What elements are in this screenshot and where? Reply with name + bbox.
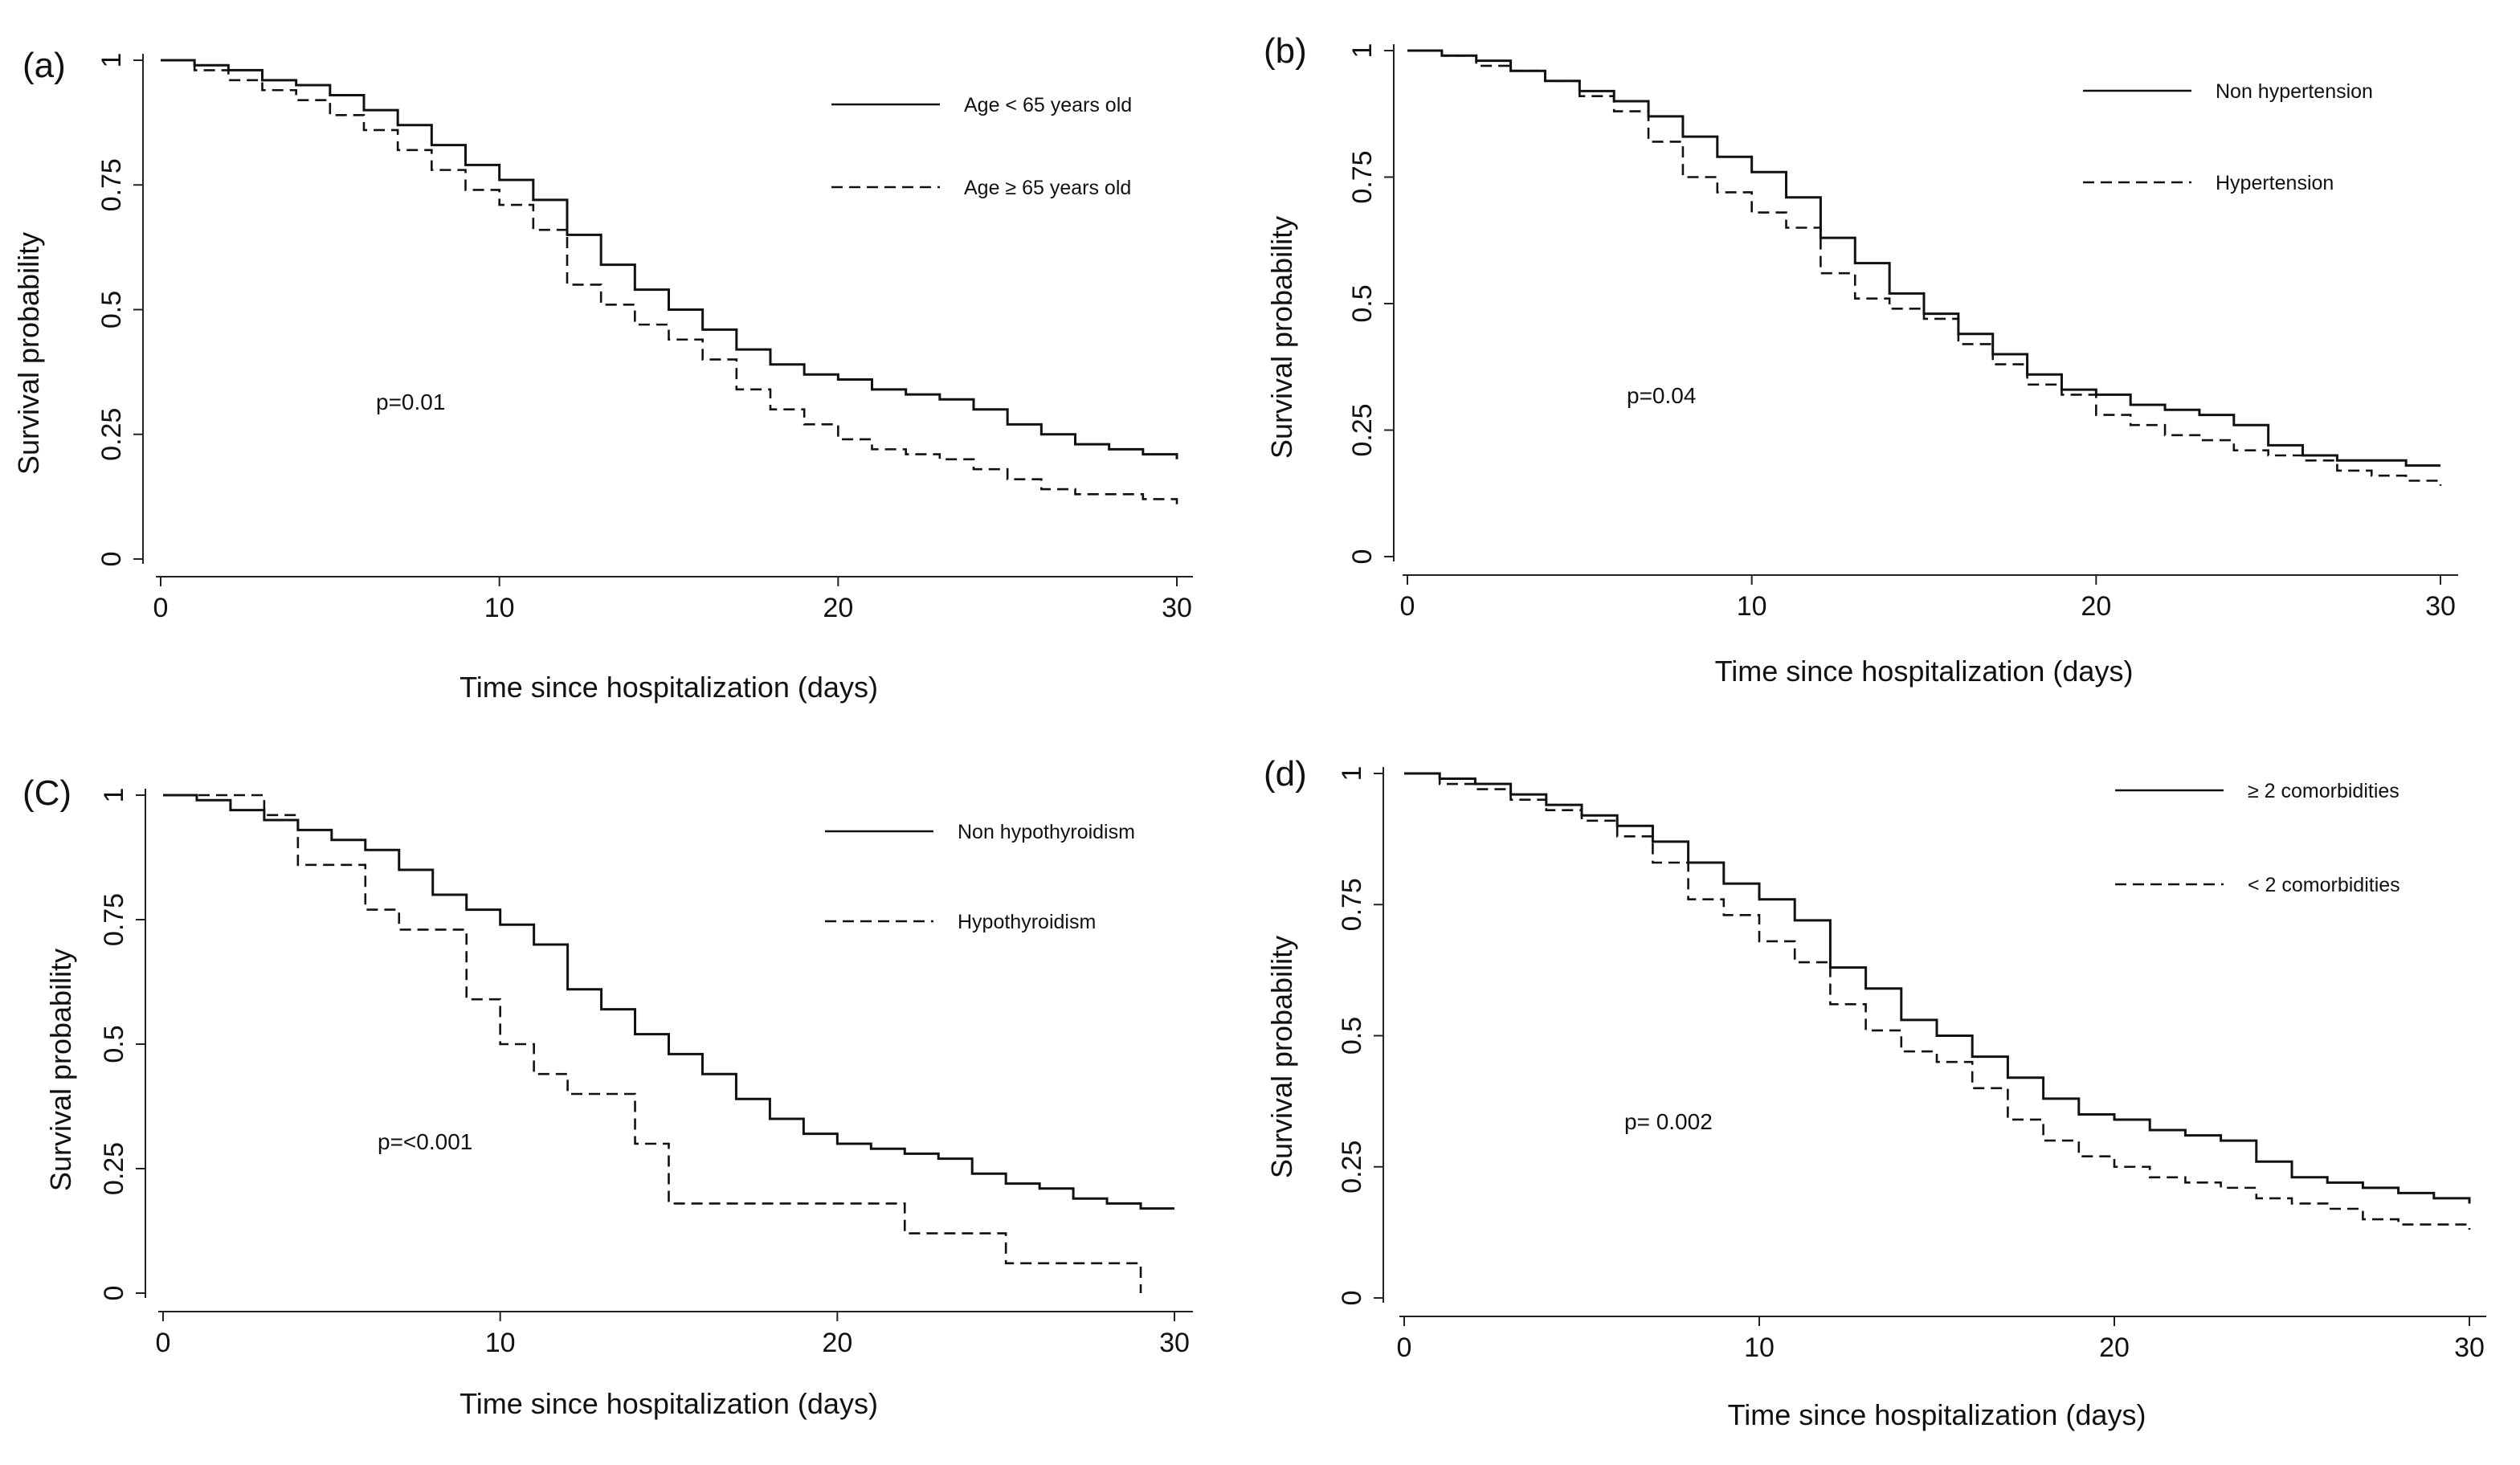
- survival-curve-solid: [163, 794, 1174, 1210]
- survival-curve-solid: [1407, 49, 2440, 467]
- y-tick-label: 0.25: [99, 1142, 129, 1195]
- y-tick-label: 0: [1337, 1291, 1367, 1306]
- y-axis-label: Survival probability: [44, 949, 77, 1191]
- x-tick-label: 30: [1162, 593, 1192, 623]
- legend-label: Non hypertension: [2216, 80, 2373, 103]
- panel-b: 0 0.25 0.5 0.75 1 0 10 20 30 Non hypertension Hype…: [1253, 0, 2520, 723]
- survival-curve-solid: [161, 59, 1178, 459]
- x-axis-label: Time since hospitalization (days): [1715, 655, 2134, 688]
- x-tick-label: 0: [156, 1328, 171, 1358]
- legend-label: < 2 comorbidities: [2248, 874, 2400, 896]
- y-tick-label: 0.75: [99, 893, 129, 946]
- x-tick-label: 20: [822, 1328, 852, 1358]
- y-tick-label: 0: [96, 552, 127, 567]
- x-tick-label: 10: [1744, 1332, 1775, 1363]
- legend-label: Age ≥ 65 years old: [964, 177, 1131, 199]
- panel-d: 0 0.25 0.5 0.75 1 0 10 20 30 ≥ 2 comorbidities < 2…: [1253, 732, 2520, 1465]
- x-tick-label: 30: [1159, 1328, 1190, 1358]
- x-tick-label: 20: [2099, 1332, 2130, 1363]
- y-tick-label: 0.25: [1347, 403, 1378, 456]
- y-tick-label: 0.25: [96, 408, 127, 461]
- panel-label: (d): [1264, 754, 1307, 794]
- y-tick-label: 0.75: [1337, 878, 1367, 931]
- y-tick-label: 0.5: [1337, 1017, 1367, 1055]
- y-tick-label: 0.25: [1337, 1141, 1367, 1194]
- p-value-annotation: p= 0.002: [1624, 1109, 1713, 1134]
- y-tick-label: 0: [1347, 549, 1378, 565]
- x-tick-label: 30: [2454, 1332, 2485, 1363]
- x-tick-label: 10: [1737, 591, 1767, 622]
- y-axis-label: Survival probability: [12, 232, 45, 475]
- panel-a: 0 0.25 0.5 0.75 1 0 10 20 30 Age < 65 years old Ag…: [0, 0, 1253, 723]
- y-tick-label: 1: [99, 788, 129, 803]
- x-axis-label: Time since hospitalization (days): [459, 1387, 878, 1420]
- panel-label: (b): [1264, 31, 1307, 71]
- legend-label: Age < 65 years old: [964, 94, 1132, 116]
- y-tick-label: 1: [1347, 43, 1378, 59]
- x-tick-label: 20: [823, 593, 853, 623]
- legend-label: Non hypothyroidism: [958, 821, 1135, 843]
- survival-curve-dashed: [161, 59, 1178, 504]
- panel-label: (C): [22, 773, 71, 813]
- survival-curve-dashed: [163, 794, 1142, 1293]
- x-tick-label: 20: [2081, 591, 2111, 622]
- y-axis-label: Survival probability: [1265, 216, 1298, 459]
- survival-curve-dashed: [1407, 49, 2442, 486]
- x-tick-label: 10: [485, 1328, 516, 1358]
- y-tick-label: 0.5: [96, 291, 127, 329]
- panel-label: (a): [22, 46, 66, 85]
- panel-c: 0 0.25 0.5 0.75 1 0 10 20 30 Non hypothyroidism Hy…: [0, 732, 1253, 1465]
- y-tick-label: 0.75: [1347, 150, 1378, 203]
- legend-label: ≥ 2 comorbidities: [2248, 780, 2400, 802]
- survival-curve-solid: [1404, 772, 2471, 1204]
- x-axis-label: Time since hospitalization (days): [459, 671, 878, 704]
- x-tick-label: 30: [2425, 591, 2456, 622]
- y-axis-label: Survival probability: [1265, 936, 1298, 1178]
- p-value-annotation: p=<0.001: [378, 1129, 472, 1154]
- y-tick-label: 0.5: [1347, 284, 1378, 322]
- p-value-annotation: p=0.04: [1627, 383, 1696, 408]
- x-tick-label: 0: [153, 593, 169, 623]
- legend-label: Hypertension: [2216, 172, 2334, 194]
- survival-curve-dashed: [1404, 772, 2471, 1230]
- x-tick-label: 10: [484, 593, 515, 623]
- y-tick-label: 0.75: [96, 158, 127, 211]
- legend-label: Hypothyroidism: [958, 911, 1096, 933]
- x-tick-label: 0: [1400, 591, 1415, 622]
- y-tick-label: 0: [99, 1286, 129, 1301]
- x-tick-label: 0: [1397, 1332, 1412, 1363]
- y-tick-label: 1: [96, 53, 127, 68]
- y-tick-label: 0.5: [99, 1025, 129, 1063]
- p-value-annotation: p=0.01: [376, 390, 445, 414]
- y-tick-label: 1: [1337, 766, 1367, 781]
- x-axis-label: Time since hospitalization (days): [1728, 1398, 2146, 1431]
